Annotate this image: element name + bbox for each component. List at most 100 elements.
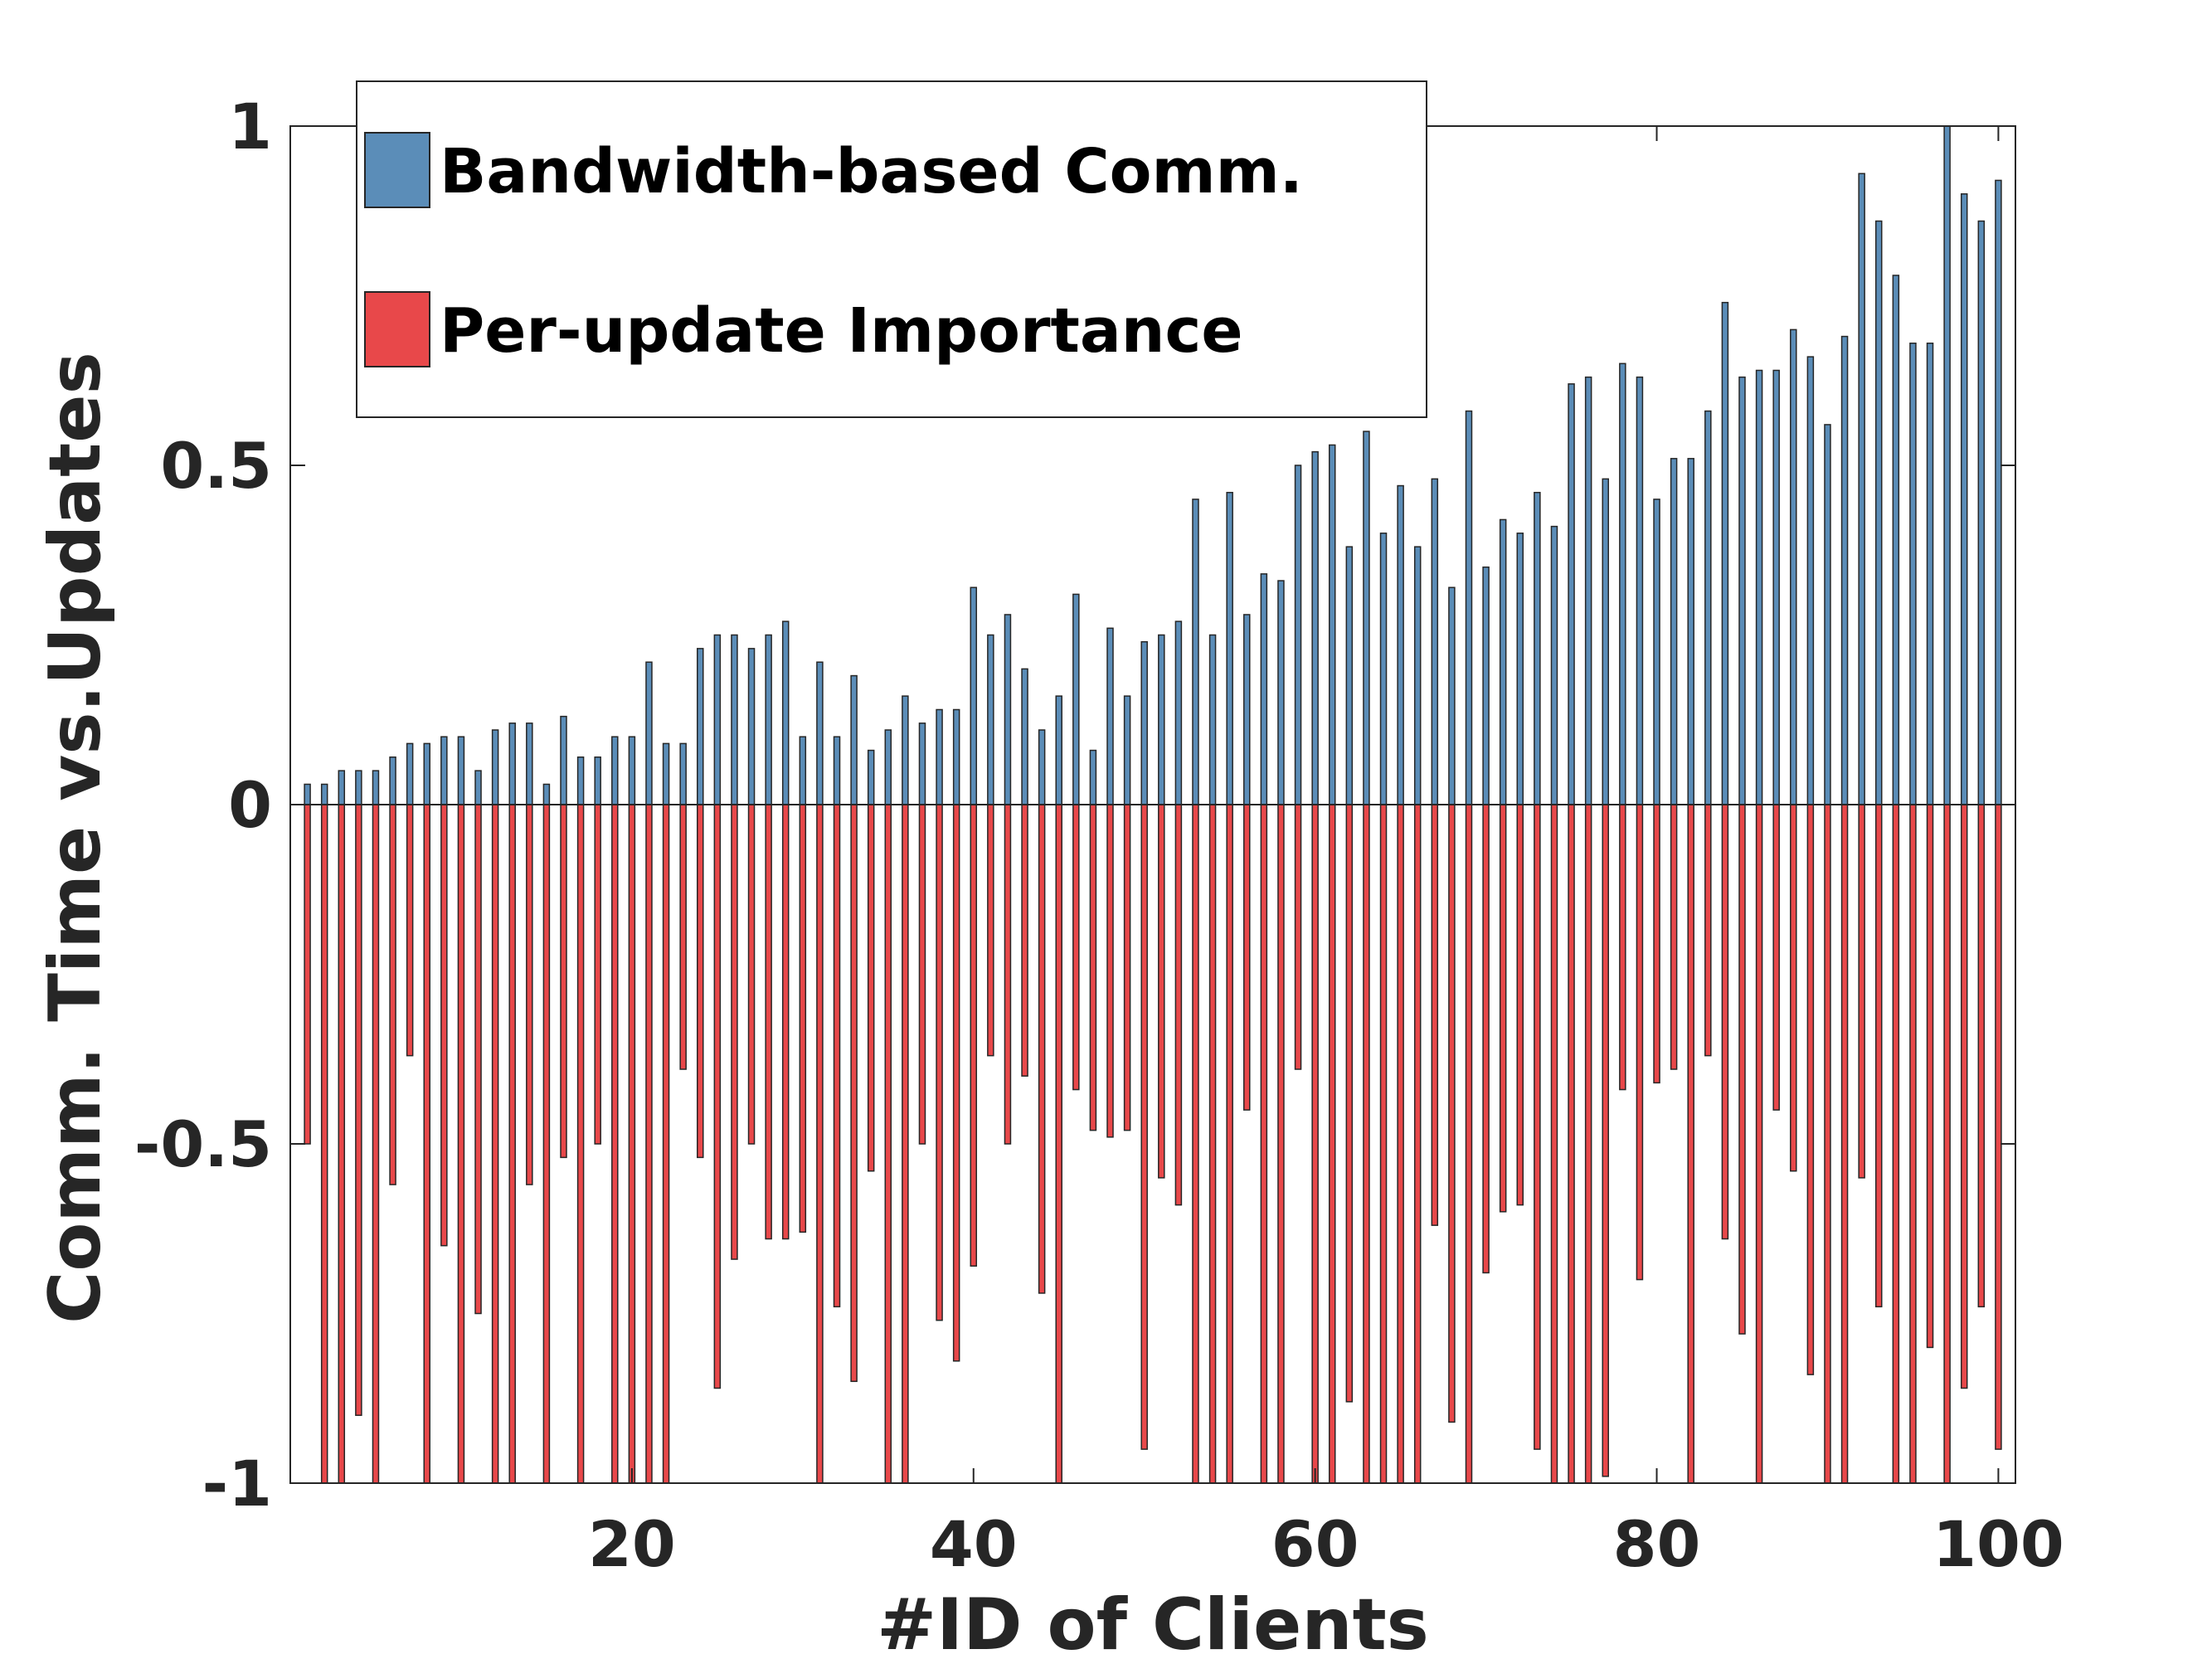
bandwidth-bar-13 (508, 722, 516, 805)
importance-bar-47 (1089, 804, 1097, 1131)
importance-bar-95 (1909, 804, 1917, 1484)
y-tick-label-0.5: 0.5 (160, 429, 272, 503)
importance-bar-39 (952, 804, 960, 1362)
bandwidth-bar-12 (491, 729, 499, 805)
importance-bar-25 (713, 804, 722, 1389)
importance-bar-4 (355, 804, 362, 1416)
bandwidth-bar-80 (1653, 499, 1660, 805)
bandwidth-bar-31 (816, 661, 824, 805)
bandwidth-bar-73 (1534, 491, 1541, 805)
importance-bar-98 (1960, 804, 1968, 1389)
importance-bar-65 (1397, 804, 1404, 1484)
bandwidth-bar-47 (1089, 749, 1097, 805)
bandwidth-bar-29 (781, 620, 790, 805)
bandwidth-bar-84 (1721, 301, 1729, 805)
bandwidth-bar-64 (1379, 533, 1388, 805)
bandwidth-bar-94 (1892, 275, 1900, 805)
bandwidth-bar-33 (850, 674, 858, 805)
importance-bar-36 (902, 804, 909, 1484)
importance-bar-5 (372, 804, 380, 1484)
bandwidth-bar-41 (987, 634, 994, 805)
importance-bar-32 (833, 804, 841, 1308)
importance-bar-7 (406, 804, 414, 1057)
importance-bar-56 (1243, 804, 1251, 1111)
bandwidth-bar-61 (1328, 444, 1336, 805)
bandwidth-bar-96 (1926, 343, 1934, 805)
importance-bar-82 (1687, 804, 1694, 1484)
bandwidth-bar-98 (1960, 193, 1968, 805)
importance-bar-15 (542, 804, 551, 1484)
bandwidth-bar-76 (1584, 376, 1592, 805)
bandwidth-bar-17 (576, 756, 585, 805)
importance-bar-71 (1499, 804, 1507, 1213)
importance-bar-92 (1858, 804, 1865, 1179)
importance-bar-35 (884, 804, 892, 1484)
bandwidth-bar-24 (697, 648, 704, 805)
legend: Bandwidth-based Comm. Per-update Importa… (356, 80, 1427, 418)
importance-bar-43 (1021, 804, 1028, 1077)
legend-entry-bandwidth: Bandwidth-based Comm. (440, 136, 1303, 207)
importance-bar-3 (338, 804, 346, 1484)
bandwidth-bar-18 (594, 756, 601, 805)
importance-bar-62 (1345, 804, 1354, 1403)
importance-bar-78 (1619, 804, 1626, 1091)
bandwidth-bar-46 (1072, 593, 1080, 805)
bandwidth-bar-70 (1482, 566, 1490, 805)
x-tick-label-100: 100 (1932, 1507, 2064, 1581)
bandwidth-bar-19 (611, 736, 619, 805)
bandwidth-bar-49 (1123, 695, 1131, 805)
bandwidth-bar-72 (1516, 533, 1524, 805)
bandwidth-bar-4 (355, 770, 362, 805)
bandwidth-bar-60 (1311, 450, 1319, 805)
bandwidth-bar-43 (1021, 668, 1028, 805)
bandwidth-bar-3 (338, 770, 346, 805)
bandwidth-bar-26 (731, 634, 738, 805)
y-tick-label--0.5: -0.5 (134, 1107, 272, 1181)
bandwidth-bar-44 (1038, 729, 1046, 805)
importance-bar-44 (1038, 804, 1046, 1294)
importance-bar-64 (1379, 804, 1388, 1484)
x-tick-label-20: 20 (588, 1507, 676, 1581)
importance-bar-40 (970, 804, 978, 1267)
bandwidth-bar-85 (1738, 376, 1746, 805)
bandwidth-bar-36 (902, 695, 909, 805)
importance-bar-41 (987, 804, 994, 1057)
importance-bar-48 (1106, 804, 1114, 1138)
importance-bar-84 (1721, 804, 1729, 1240)
legend-entry-importance: Per-update Importance (440, 295, 1243, 367)
importance-bar-38 (936, 804, 943, 1321)
bandwidth-bar-30 (799, 736, 807, 805)
bandwidth-bar-90 (1824, 424, 1831, 805)
importance-bar-30 (799, 804, 807, 1233)
bandwidth-bar-69 (1465, 410, 1473, 805)
bandwidth-bar-78 (1619, 362, 1626, 805)
importance-bar-72 (1516, 804, 1524, 1206)
bandwidth-bar-74 (1550, 525, 1558, 805)
bandwidth-bar-22 (662, 742, 670, 805)
bandwidth-bar-27 (747, 648, 756, 805)
importance-bar-61 (1328, 804, 1336, 1484)
importance-bar-31 (816, 804, 824, 1484)
bandwidth-bar-11 (474, 770, 482, 805)
bandwidth-bar-59 (1294, 465, 1302, 805)
importance-bar-45 (1055, 804, 1062, 1484)
importance-bar-49 (1123, 804, 1131, 1131)
bandwidth-bar-21 (645, 661, 653, 805)
importance-bar-57 (1260, 804, 1268, 1484)
bandwidth-bar-62 (1345, 546, 1354, 805)
importance-bar-46 (1072, 804, 1080, 1091)
x-tick-label-60: 60 (1271, 1507, 1359, 1581)
bandwidth-bar-95 (1909, 343, 1917, 805)
importance-bar-52 (1174, 804, 1183, 1206)
bandwidth-bar-82 (1687, 458, 1694, 805)
bandwidth-bar-57 (1260, 573, 1268, 805)
bandwidth-bar-87 (1772, 369, 1780, 805)
importance-bar-37 (918, 804, 926, 1145)
importance-bar-99 (1977, 804, 1986, 1308)
bandwidth-bar-89 (1806, 356, 1815, 805)
bandwidth-bar-39 (952, 708, 960, 805)
importance-bar-90 (1824, 804, 1831, 1484)
importance-bar-50 (1140, 804, 1148, 1450)
bandwidth-bar-63 (1363, 431, 1370, 805)
